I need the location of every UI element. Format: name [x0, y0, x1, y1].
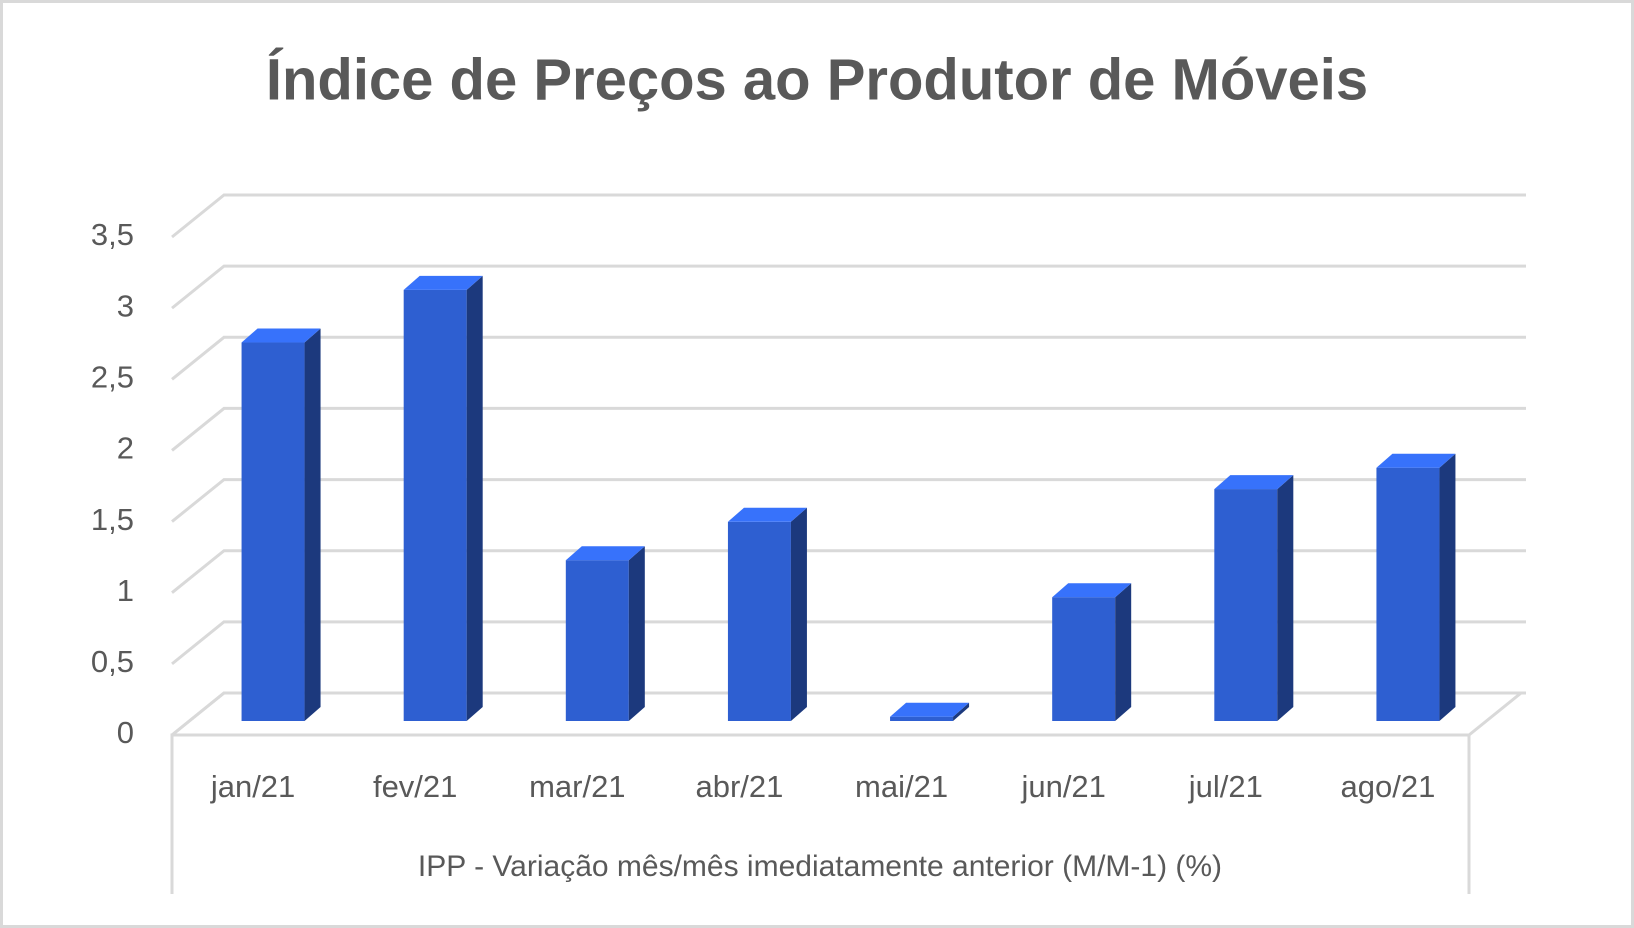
bar-side [953, 702, 970, 721]
bar [1376, 467, 1440, 721]
x-tick-label: jan/21 [210, 769, 295, 804]
y-tick-label: 3,5 [91, 217, 134, 252]
x-tick-label: fev/21 [373, 769, 457, 804]
x-tick-label: abr/21 [695, 769, 783, 804]
bar-top [1052, 583, 1132, 598]
bar-side [466, 275, 483, 721]
bar-side [790, 507, 807, 721]
bar-side [304, 328, 321, 721]
bar-side [1439, 453, 1456, 721]
y-tick-label: 0 [117, 715, 134, 750]
grid-line [171, 478, 1526, 523]
x-tick-label: jul/21 [1188, 769, 1263, 804]
x-tick-label: ago/21 [1341, 769, 1436, 804]
bar-top [241, 328, 321, 343]
grid-line [171, 193, 1526, 239]
x-tick-label: jun/21 [1020, 769, 1105, 804]
grid-line [171, 406, 1526, 452]
bar [727, 521, 791, 721]
bar-top [727, 507, 807, 522]
bar [1214, 489, 1278, 721]
chart-title: Índice de Preços ao Produtor de Móveis [266, 47, 1368, 112]
y-tick-label: 0,5 [91, 644, 134, 679]
bar-top [890, 702, 970, 717]
x-tick-label: mar/21 [529, 769, 625, 804]
y-tick-label: 2 [117, 431, 134, 466]
y-tick-label: 2,5 [91, 359, 134, 394]
bar-top [1376, 453, 1456, 468]
y-tick-label: 3 [117, 288, 134, 323]
bar [1052, 597, 1116, 721]
bar-top [403, 275, 483, 290]
bar [403, 289, 467, 721]
y-tick-label: 1,5 [91, 502, 134, 537]
category-box [170, 733, 1471, 894]
bar-side [1277, 475, 1294, 721]
grid-line [171, 549, 1526, 594]
bar-top [1214, 475, 1294, 490]
bar-side [628, 546, 645, 721]
bar [565, 560, 629, 721]
grid-line [171, 335, 1526, 381]
x-tick-label: mai/21 [855, 769, 948, 804]
x-axis-title: IPP - Variação mês/mês imediatamente ant… [418, 850, 1222, 883]
bar [241, 342, 305, 721]
bar-top [565, 546, 645, 561]
grid-line [171, 264, 1526, 310]
y-tick-label: 1 [117, 573, 134, 608]
bar [890, 716, 954, 721]
bar-side [1115, 583, 1132, 721]
